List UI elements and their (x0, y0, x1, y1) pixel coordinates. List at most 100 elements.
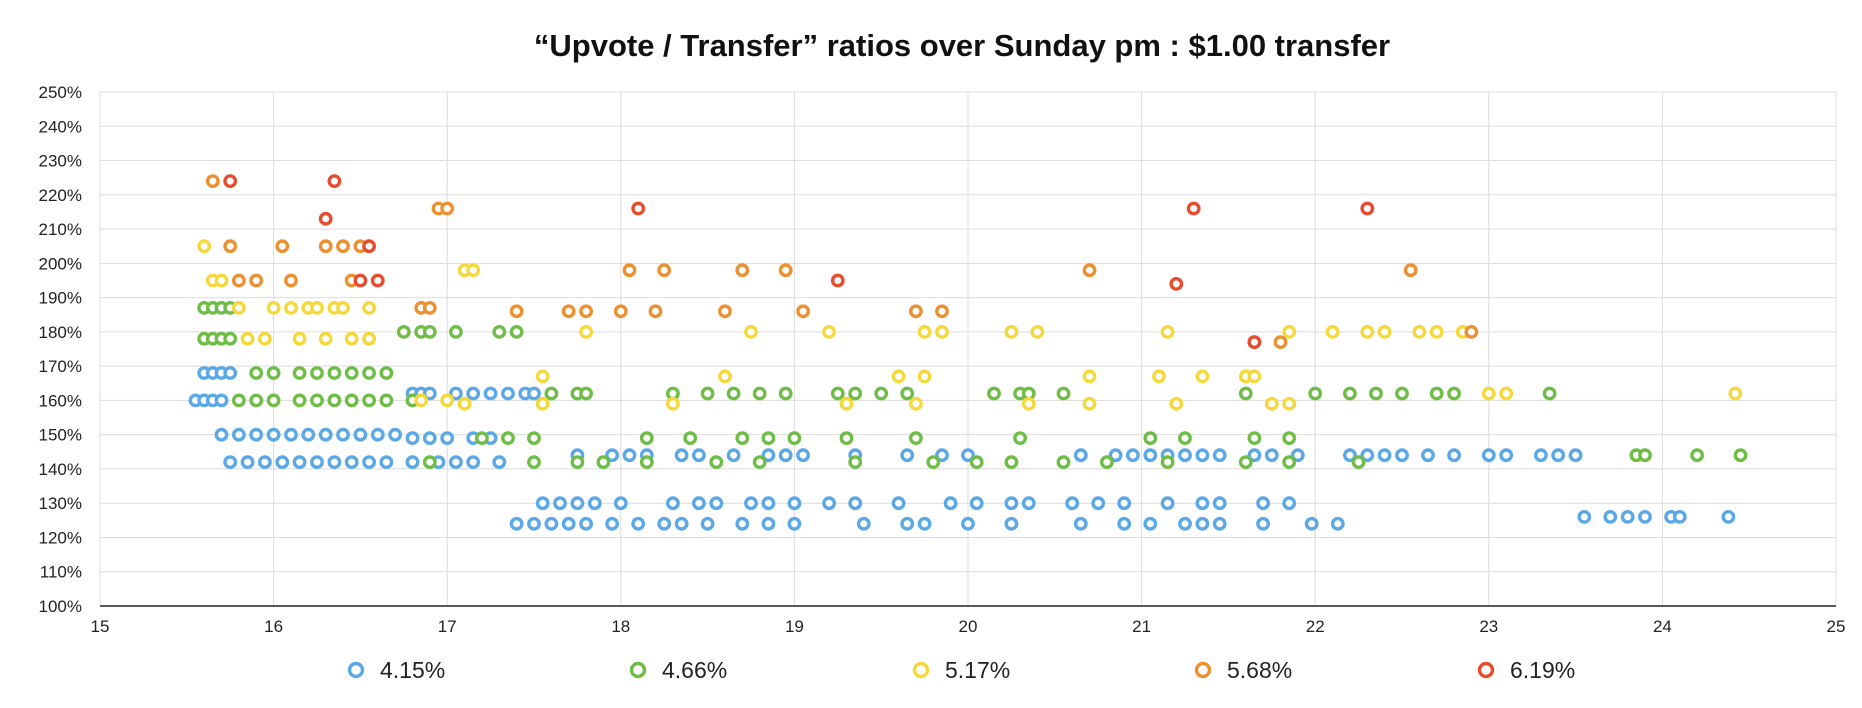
data-point (440, 201, 455, 216)
legend-item: 4.15% (347, 657, 445, 683)
data-point (466, 263, 481, 278)
data-point (422, 431, 437, 445)
data-point (223, 174, 238, 189)
data-point (1195, 496, 1210, 511)
data-point (657, 263, 672, 278)
legend-marker-icon (347, 661, 365, 679)
data-point (509, 304, 524, 319)
data-point (579, 386, 593, 401)
data-point (666, 496, 680, 511)
data-point (275, 239, 290, 254)
data-point (778, 263, 793, 278)
data-point (448, 324, 463, 339)
data-point (422, 324, 437, 339)
data-point (492, 455, 507, 469)
x-tick-label: 16 (264, 617, 283, 636)
data-point (778, 386, 793, 401)
data-point (787, 516, 802, 531)
legend-marker-icon (912, 661, 930, 679)
data-point (1256, 496, 1271, 511)
data-point (1056, 455, 1071, 469)
data-point (987, 386, 1001, 401)
y-tick-label: 220% (39, 186, 82, 205)
data-point (1343, 386, 1357, 401)
data-point (1690, 448, 1705, 463)
data-point (1728, 386, 1743, 401)
data-point (587, 496, 602, 511)
data-point (700, 386, 715, 401)
data-point (796, 448, 810, 463)
data-point (336, 427, 350, 442)
data-point (1021, 396, 1036, 411)
data-point (266, 366, 281, 380)
data-point (1178, 516, 1192, 531)
data-point (579, 324, 593, 339)
data-point (830, 273, 845, 288)
data-point (1082, 369, 1097, 384)
data-point (1290, 448, 1305, 463)
data-point (292, 393, 307, 408)
data-point (718, 304, 732, 319)
data-point (1360, 448, 1375, 463)
legend-item: 5.68% (1194, 657, 1292, 683)
data-point (1073, 516, 1088, 531)
data-point (527, 431, 541, 445)
data-point (1369, 386, 1383, 401)
data-point (848, 386, 863, 401)
data-point (1021, 496, 1036, 511)
data-point (709, 496, 724, 511)
y-tick-label: 190% (39, 289, 82, 308)
legend-item: 6.19% (1477, 657, 1575, 683)
data-point (848, 455, 863, 469)
data-point (1481, 448, 1496, 463)
data-point (1282, 324, 1297, 339)
data-point (631, 201, 646, 216)
x-tick-label: 25 (1827, 617, 1846, 636)
x-tick-label: 19 (785, 617, 804, 636)
data-point (1429, 386, 1444, 401)
x-tick-label: 21 (1132, 617, 1151, 636)
x-tick-label: 20 (959, 617, 978, 636)
data-point (440, 393, 455, 408)
data-point (735, 431, 750, 445)
data-point (223, 455, 238, 469)
data-point (1004, 455, 1019, 469)
data-point (1464, 324, 1479, 339)
data-point (440, 431, 455, 445)
data-point (622, 263, 637, 278)
data-point (674, 516, 689, 531)
data-point (1282, 396, 1297, 411)
data-point (1212, 448, 1227, 463)
data-point (318, 427, 333, 442)
x-tick-label: 17 (438, 617, 457, 636)
legend-label: 5.68% (1227, 657, 1292, 683)
chart-title: “Upvote / Transfer” ratios over Sunday p… (534, 28, 1390, 63)
data-point (527, 516, 541, 531)
data-point (917, 324, 932, 339)
data-point (848, 496, 863, 511)
data-point (544, 386, 559, 401)
data-point (1160, 324, 1175, 339)
data-point (596, 455, 611, 469)
data-point (388, 427, 402, 442)
data-point (1082, 396, 1097, 411)
data-point (1247, 431, 1262, 445)
data-point (744, 496, 758, 511)
data-point (752, 455, 767, 469)
data-point (422, 300, 437, 315)
data-point (900, 448, 915, 463)
data-point (379, 366, 394, 380)
data-point (1195, 516, 1210, 531)
y-tick-label: 200% (39, 254, 82, 273)
data-point (1568, 448, 1583, 463)
legend-label: 4.15% (380, 657, 445, 683)
data-point (700, 516, 715, 531)
data-point (639, 455, 654, 469)
data-point (379, 393, 394, 408)
data-point (1620, 510, 1635, 524)
data-point (613, 304, 628, 319)
data-point (909, 396, 923, 411)
data-point (683, 431, 698, 445)
data-point (327, 174, 342, 189)
data-point (1551, 448, 1566, 463)
